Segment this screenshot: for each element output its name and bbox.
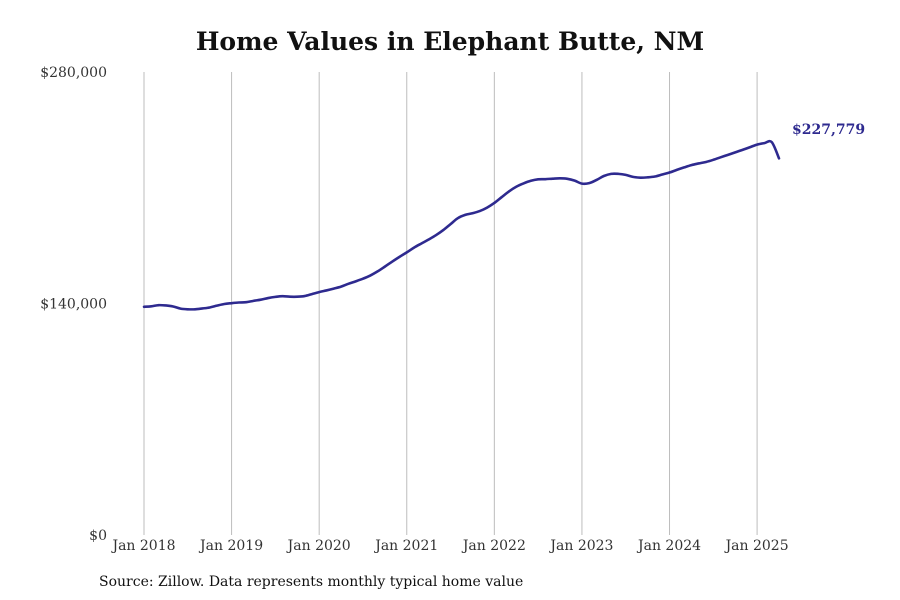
latest-value-label: $227,779	[792, 122, 865, 138]
y-tick-label: $280,000	[40, 65, 107, 81]
x-tick-label: Jan 2023	[548, 538, 613, 554]
home-value-line	[142, 139, 781, 311]
chart-title: Home Values in Elephant Butte, NM	[195, 27, 705, 56]
y-tick-label: $0	[89, 528, 107, 544]
x-tick-label: Jan 2021	[373, 538, 438, 554]
x-tick-label: Jan 2025	[724, 538, 789, 554]
y-axis-labels: $0 $140,000 $280,000	[40, 65, 107, 544]
x-axis-labels: Jan 2018 Jan 2019 Jan 2020 Jan 2021 Jan 2022…	[110, 538, 788, 554]
x-tick-label: Jan 2019	[198, 538, 263, 554]
x-tick-label: Jan 2018	[110, 538, 175, 554]
x-tick-label: Jan 2020	[286, 538, 351, 554]
x-tick-label: Jan 2024	[636, 538, 701, 554]
source-note: Source: Zillow. Data represents monthly …	[99, 574, 524, 590]
y-tick-label: $140,000	[40, 297, 107, 313]
x-tick-label: Jan 2022	[461, 538, 526, 554]
